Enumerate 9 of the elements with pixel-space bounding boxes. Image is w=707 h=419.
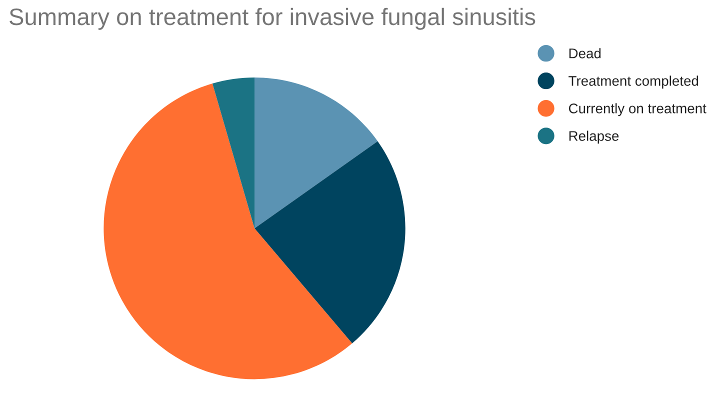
pie-slice: [254, 78, 378, 228]
pie-slice: [254, 141, 406, 344]
legend-label: Treatment completed: [568, 76, 698, 89]
legend-label: Dead: [569, 48, 601, 58]
legend-label: Currently on treatment: [568, 103, 706, 116]
pie-slice: [212, 78, 255, 228]
legend-label: Relapse: [569, 130, 619, 144]
pie-slice: [104, 84, 352, 380]
chart-title: Summary on treatment for invasive fungal sinusitis: [10, 8, 536, 30]
